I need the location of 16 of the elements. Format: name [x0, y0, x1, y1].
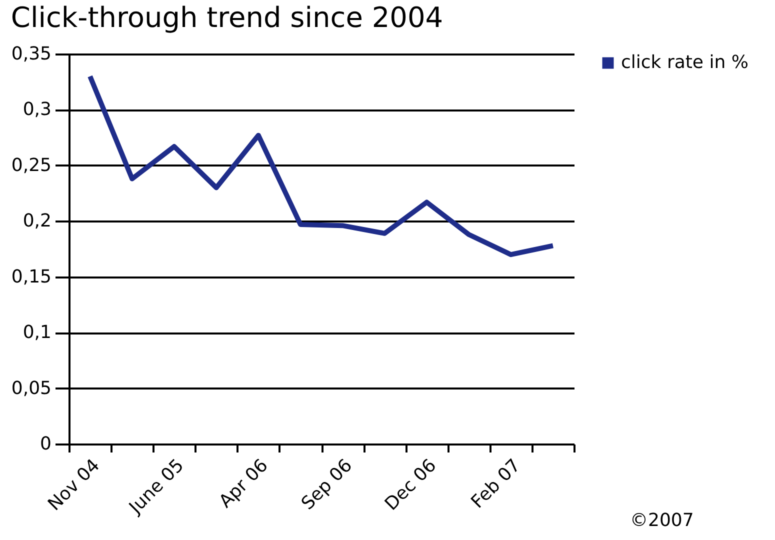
chart-title: Click-through trend since 2004 — [10, 1, 444, 34]
y-tick-label: 0,25 — [11, 154, 52, 176]
y-tick-label: 0,2 — [22, 210, 52, 232]
legend-label: click rate in % — [621, 52, 748, 73]
y-tick-label: 0,35 — [11, 44, 52, 64]
y-tick-label: 0,15 — [11, 266, 52, 288]
x-tick-label: Sep 06 — [297, 455, 356, 514]
y-tick-label: 0,05 — [11, 378, 52, 399]
x-tick-label: Nov 04 — [44, 455, 104, 516]
x-tick-label: Feb 07 — [467, 455, 525, 513]
x-tick-label: Apr 06 — [215, 455, 272, 512]
x-tick-label: Dec 06 — [380, 455, 441, 515]
y-tick-label: 0,3 — [22, 99, 52, 120]
y-tick-label: 0 — [40, 434, 52, 454]
y-tick-label: 0,1 — [22, 322, 52, 344]
text: ©2007 — [630, 510, 694, 531]
